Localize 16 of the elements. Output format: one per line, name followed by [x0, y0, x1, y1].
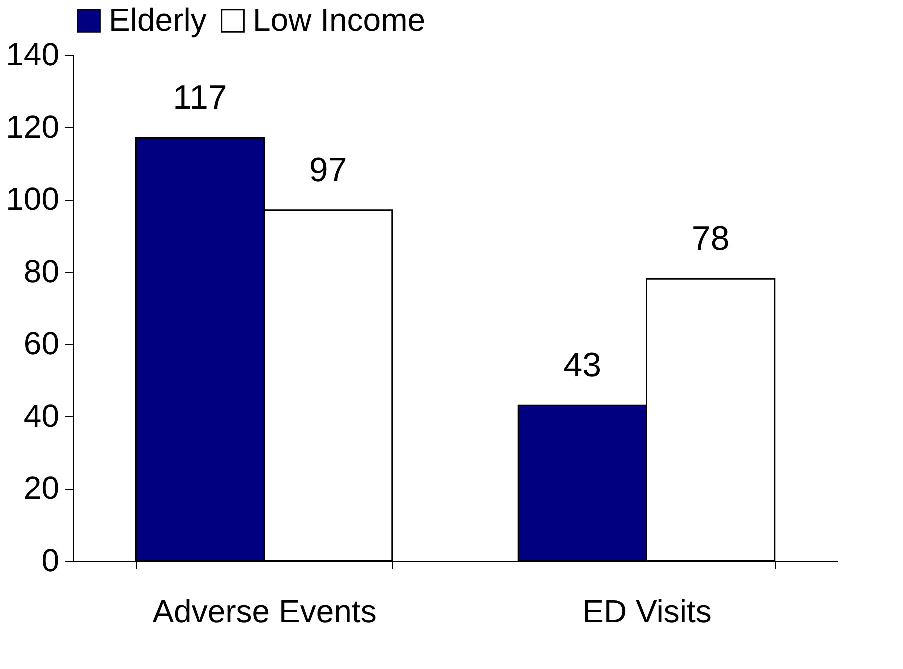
legend-label: Low Income [253, 2, 426, 38]
x-tick-label: ED Visits [582, 594, 712, 630]
y-tick-label: 140 [6, 36, 60, 72]
y-tick-label: 80 [24, 253, 60, 290]
y-tick-label: 60 [24, 326, 60, 362]
data-label: 78 [692, 220, 730, 258]
y-tick-label: 0 [42, 542, 60, 578]
x-tick-label: Adverse Events [152, 594, 377, 630]
data-label: 97 [309, 151, 348, 190]
data-label: 117 [173, 79, 228, 118]
y-tick-label: 40 [24, 398, 60, 434]
data-label: 43 [564, 346, 602, 385]
y-tick-label: 100 [6, 181, 60, 218]
legend-label: Elderly [109, 2, 207, 38]
y-tick-label: 120 [6, 108, 60, 145]
y-tick-label: 20 [24, 470, 60, 506]
